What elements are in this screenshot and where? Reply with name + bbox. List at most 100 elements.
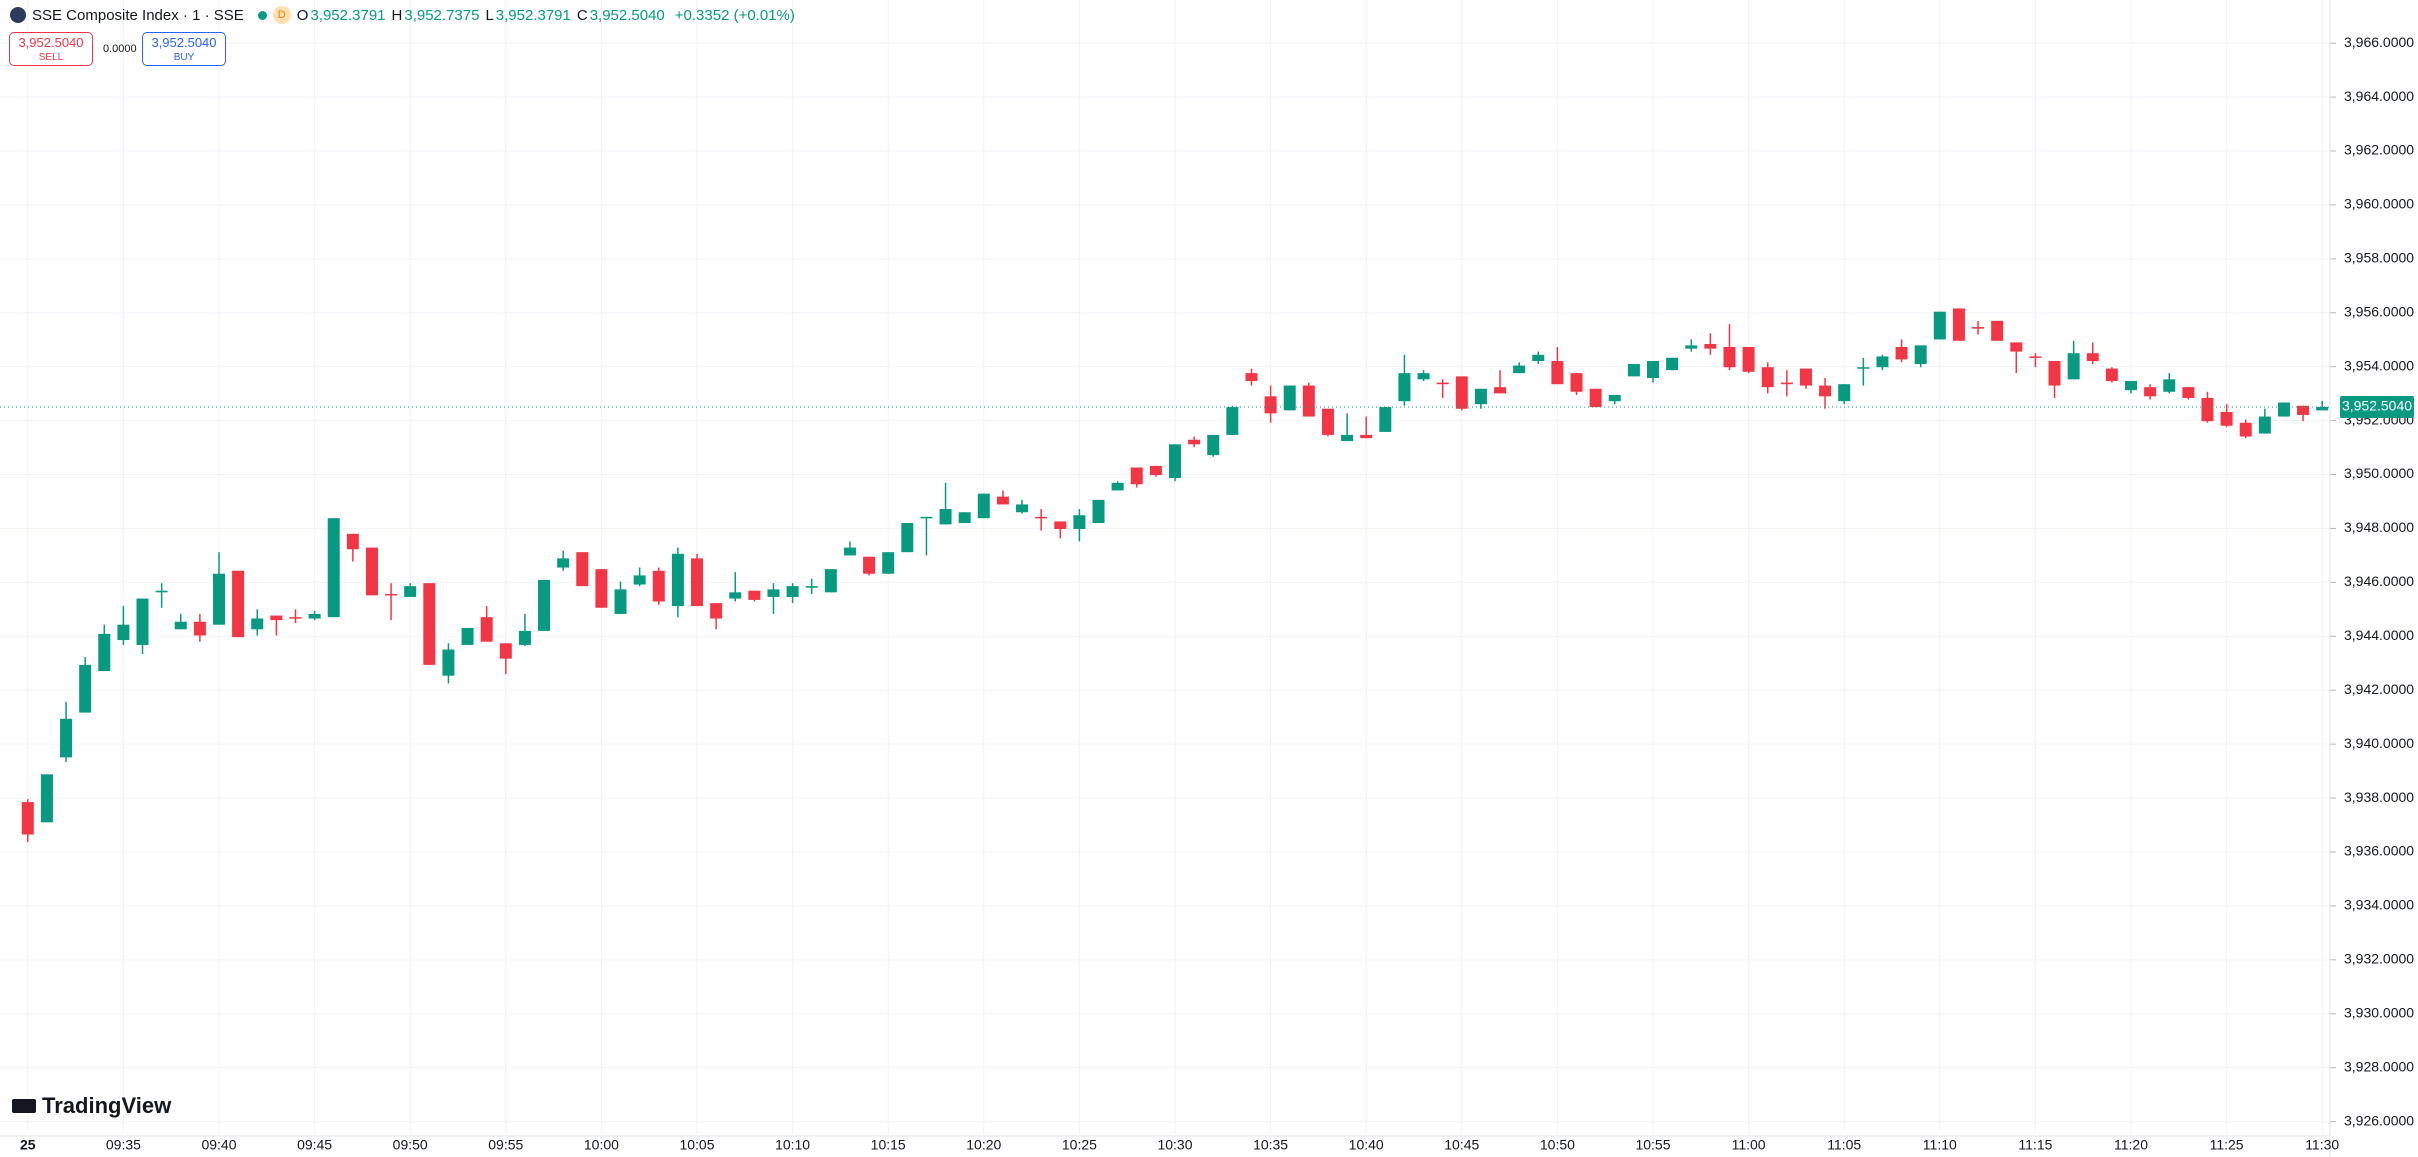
candle-body (2201, 397, 2214, 422)
last-price-label: 3,952.5040 (2342, 398, 2412, 414)
candle-body (1627, 363, 1640, 377)
candle-body (996, 496, 1009, 505)
candle-body (1035, 516, 1048, 519)
candle-body (1532, 354, 1545, 362)
candle-body (1914, 345, 1927, 364)
candle-body (1245, 373, 1258, 381)
candle-body (40, 774, 53, 823)
candle-body (270, 615, 283, 621)
candle-body (614, 589, 627, 614)
candle-body (2125, 380, 2137, 391)
candle-body (1780, 382, 1793, 385)
candle-body (729, 592, 742, 599)
ohlc-key: C (576, 6, 588, 24)
candle-body (1321, 408, 1334, 435)
x-tick-label: 11:05 (1827, 1137, 1861, 1153)
candle-body (1876, 356, 1889, 368)
candle-body (2144, 387, 2157, 397)
candle-body (1398, 373, 1411, 402)
candle-body (327, 518, 340, 618)
candle-body (2048, 361, 2061, 386)
candle-body (2220, 411, 2233, 426)
candle-body (2163, 379, 2176, 392)
candle-body (805, 586, 818, 588)
candle-body (404, 586, 417, 597)
candle-body (1819, 385, 1832, 397)
candle-body (1570, 373, 1583, 392)
candle-body (365, 547, 378, 596)
candle-body (423, 583, 436, 665)
candle-body (1188, 439, 1201, 445)
candle-body (308, 613, 321, 619)
candle-body (1647, 361, 1659, 378)
candle-body (538, 579, 551, 631)
change: +0.3352 (+0.01%) (674, 6, 795, 24)
candle-body (461, 627, 474, 645)
ohlc-value: 3,952.3791 (310, 6, 386, 24)
market-status (257, 10, 267, 20)
candle-body (1341, 434, 1354, 442)
candle-body (1895, 346, 1908, 360)
x-tick-label: 25 (20, 1137, 36, 1153)
sell-button[interactable]: 3,952.5040 SELL (9, 32, 93, 66)
candle-body (346, 533, 359, 550)
candle-body (1283, 385, 1296, 411)
candle-body (1799, 368, 1812, 386)
x-tick-label: 11:20 (2114, 1137, 2148, 1153)
x-tick-label: 09:45 (297, 1137, 332, 1153)
y-tick-label: 3,960.0000 (2344, 196, 2414, 212)
buy-button[interactable]: 3,952.5040 BUY (142, 32, 226, 66)
candle-body (1513, 365, 1526, 374)
ohlc-value: 3,952.7375 (404, 6, 480, 24)
candle-body (2277, 402, 2290, 417)
candle-body (1436, 382, 1449, 385)
ohlc-value: 3,952.5040 (589, 6, 665, 24)
brand-name: TradingView (42, 1093, 172, 1118)
candle-body (557, 558, 570, 568)
candle-body (60, 718, 73, 758)
candle-body (442, 649, 455, 676)
y-tick-label: 3,926.0000 (2344, 1112, 2414, 1128)
x-tick-label: 10:25 (1062, 1137, 1097, 1153)
candle-body (1073, 515, 1086, 529)
candle-body (1589, 388, 1602, 408)
y-tick-label: 3,944.0000 (2344, 627, 2414, 643)
candle-body (595, 569, 608, 608)
x-tick-label: 10:00 (584, 1137, 619, 1153)
candle-body (1455, 376, 1468, 409)
candle-body (2258, 416, 2271, 434)
candle-body (1417, 373, 1430, 380)
y-tick-label: 3,928.0000 (2344, 1058, 2414, 1074)
candle-body (21, 802, 34, 835)
candle-body (1264, 396, 1277, 414)
candle-body (882, 552, 895, 574)
x-tick-label: 10:50 (1540, 1137, 1575, 1153)
candle-body (1933, 311, 1946, 340)
symbol-name[interactable]: SSE Composite Index · 1 · SSE (32, 6, 244, 24)
candle-body (1952, 308, 1965, 341)
candle-body (748, 590, 761, 600)
y-tick-label: 3,964.0000 (2344, 88, 2414, 104)
brand-logo[interactable]: TradingView (12, 1093, 171, 1119)
candle-body (251, 618, 264, 630)
candle-body (1302, 385, 1315, 417)
x-tick-label: 09:55 (488, 1137, 523, 1153)
x-tick-label: 09:35 (106, 1137, 141, 1153)
candle-body (79, 664, 92, 713)
candle-body (2067, 353, 2080, 380)
x-tick-label: 11:10 (1923, 1137, 1957, 1153)
candle-body (480, 617, 493, 642)
candle-body (1474, 388, 1487, 405)
y-tick-label: 3,938.0000 (2344, 789, 2414, 805)
y-tick-label: 3,956.0000 (2344, 303, 2414, 319)
candle-body (710, 603, 723, 619)
candle-body (843, 547, 856, 556)
candle-body (1761, 367, 1774, 388)
candle-body (1169, 444, 1181, 479)
ohlc-key: O (296, 6, 309, 24)
candle-body (576, 552, 589, 587)
candle-body (2105, 368, 2118, 381)
candle-body (2297, 405, 2310, 415)
